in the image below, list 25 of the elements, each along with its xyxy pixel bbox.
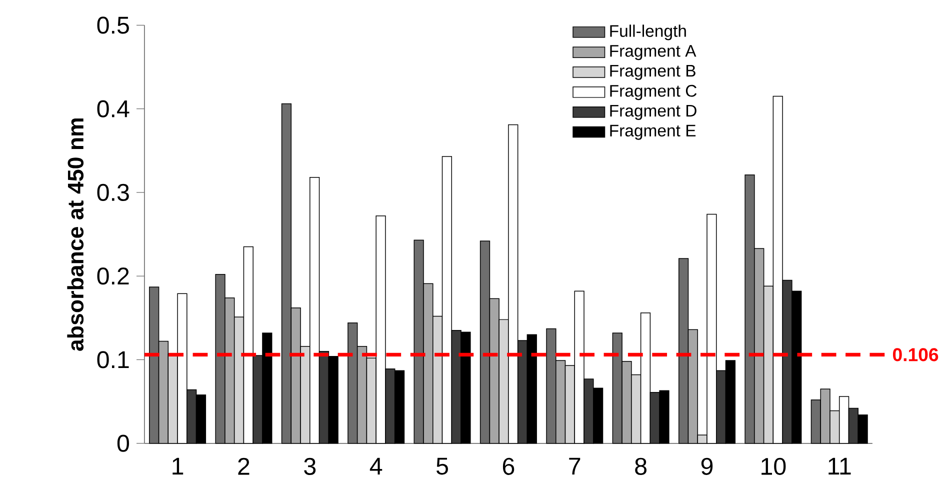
y-tick-label: 0.3 <box>97 184 129 201</box>
x-tick-label: 6 <box>502 458 514 475</box>
x-tick-label: 10 <box>762 458 786 475</box>
y-tick-label: 0 <box>117 434 130 452</box>
legend-label: Fragment D <box>610 104 696 120</box>
legend-label: Fragment E <box>610 124 696 140</box>
y-axis-title: absorbance at 450 nm <box>67 118 84 351</box>
legend-label: Fragment A <box>610 45 696 60</box>
x-tick-label: 5 <box>436 458 448 475</box>
x-tick-label: 7 <box>569 458 580 474</box>
legend-label: Full-length <box>610 24 686 40</box>
x-tick-label: 8 <box>635 458 646 475</box>
y-tick-label: 0.5 <box>97 16 129 34</box>
x-tick-label: 2 <box>238 458 250 475</box>
ref-line-label: 0.106 <box>892 348 938 362</box>
x-tick-label: 1 <box>172 458 184 474</box>
y-tick-label: 0.1 <box>97 351 129 368</box>
x-tick-label: 3 <box>304 458 316 475</box>
y-tick-label: 0.4 <box>97 100 130 118</box>
x-tick-label: 9 <box>701 458 713 475</box>
y-tick-label: 0.2 <box>97 267 129 285</box>
legend-label: Fragment C <box>610 84 697 100</box>
x-tick-label: 11 <box>828 458 851 474</box>
x-tick-label: 4 <box>370 458 382 474</box>
legend-label: Fragment B <box>610 64 696 80</box>
